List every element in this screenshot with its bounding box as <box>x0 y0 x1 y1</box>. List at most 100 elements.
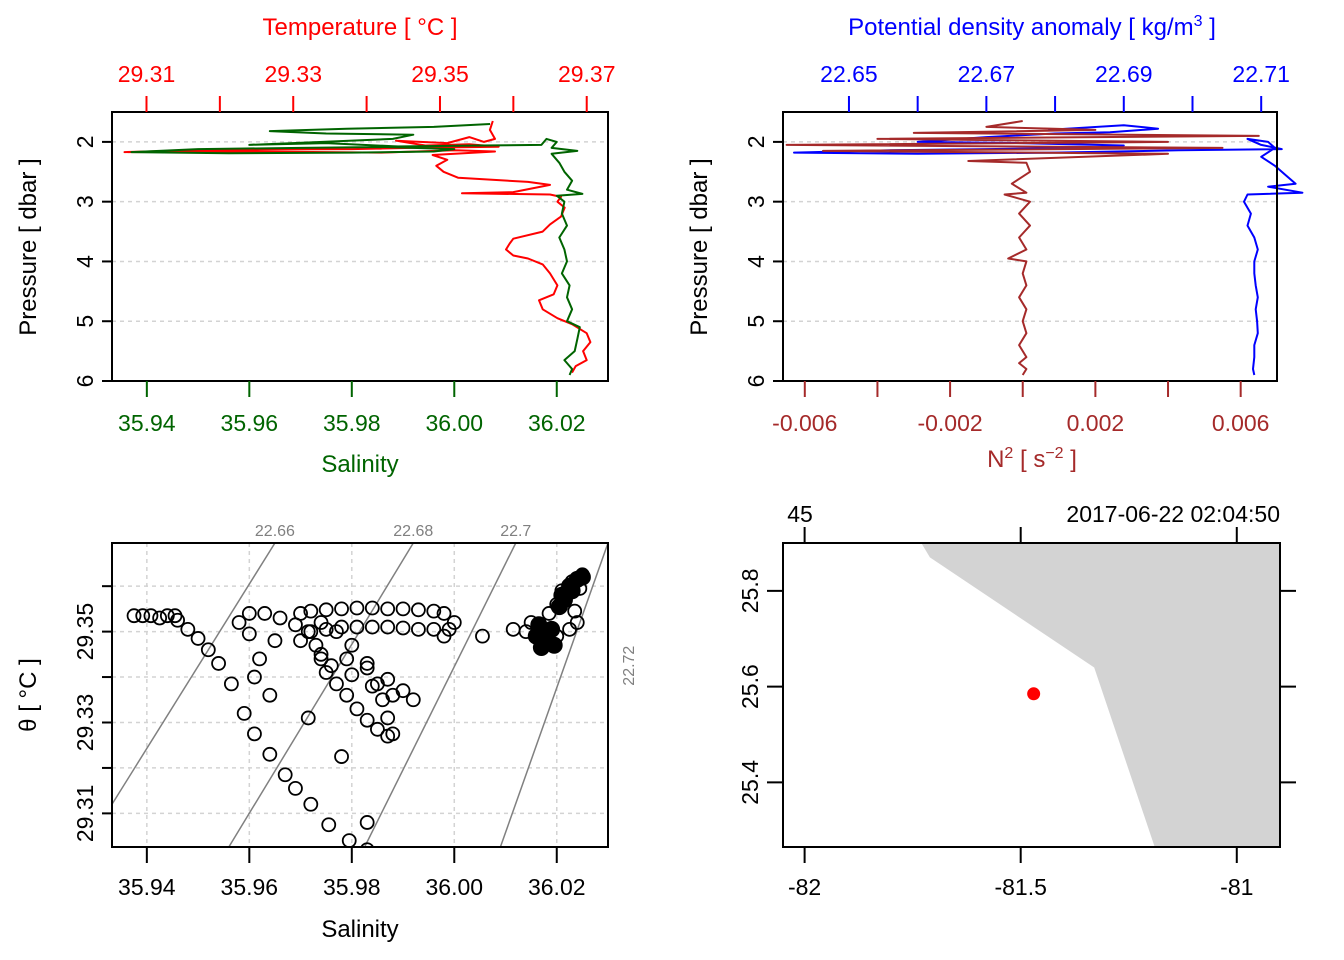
data-point <box>247 669 262 685</box>
data-point <box>318 602 334 618</box>
bottom-axis-title-sup2: −2 <box>1045 445 1063 462</box>
data-point <box>293 633 308 649</box>
points-layer <box>126 567 591 868</box>
bottom-tick-label: 0.006 <box>1212 410 1270 436</box>
map-axes: -82 -81.5 -81 25.4 25.6 25.8 <box>737 527 1296 900</box>
top-tick-label: 22.65 <box>820 61 878 87</box>
y-axis-title: Pressure [ dbar ] <box>15 158 42 335</box>
bottom-axis: -0.006 -0.002 0.002 0.006 <box>772 381 1269 436</box>
data-point <box>313 651 329 667</box>
x-tick-label: 35.98 <box>323 874 381 900</box>
data-point <box>170 612 185 628</box>
bottom-tick-label: 36.02 <box>528 410 586 436</box>
data-point <box>236 706 252 721</box>
station-marker[interactable] <box>1027 687 1041 701</box>
isopycnal-layer <box>112 543 608 847</box>
data-point <box>349 619 365 635</box>
lat-tick-label: 25.4 <box>737 760 763 805</box>
data-point <box>318 621 334 637</box>
data-point-dense <box>530 616 548 634</box>
plot-frame <box>782 111 1278 382</box>
top-tick-label: 22.69 <box>1095 61 1153 87</box>
bottom-tick-label: 35.98 <box>323 410 381 436</box>
top-tick-label: 22.67 <box>958 61 1016 87</box>
y-axis-title: Pressure [ dbar ] <box>686 158 713 335</box>
grid <box>112 543 608 847</box>
data-point <box>385 726 401 742</box>
data-point <box>359 656 375 671</box>
bottom-tick-label: 0.002 <box>1067 410 1125 436</box>
data-point <box>339 651 355 667</box>
data-point <box>272 610 288 626</box>
data-point <box>334 749 349 764</box>
data-point <box>241 606 257 621</box>
data-point <box>293 606 308 621</box>
data-point <box>231 615 247 630</box>
data-point <box>303 603 319 619</box>
data-point <box>411 602 426 618</box>
panel-station-map: -82 -81.5 -81 25.4 25.6 25.8 45 2017-06-22 02… <box>737 501 1296 900</box>
data-point <box>426 603 442 619</box>
data-point <box>567 603 583 619</box>
y-axis: 2 3 4 5 6 <box>72 135 112 387</box>
x-axis-title: Salinity <box>321 916 398 943</box>
top-tick-label: 29.35 <box>411 61 469 87</box>
data-point <box>277 767 293 783</box>
y-tick-label: 5 <box>72 315 98 328</box>
station-time-label: 2017-06-22 02:04:50 <box>1066 501 1280 527</box>
data-point <box>200 642 216 658</box>
data-point <box>126 608 142 624</box>
bottom-tick-label: 36.00 <box>425 410 483 436</box>
isopycnal-line <box>363 543 517 847</box>
panel-ts-diagram: 22.66 22.68 22.7 22.72 29.31 29.33 29.35 35.9… <box>15 523 638 943</box>
top-axis-title-end: ] <box>1203 14 1216 41</box>
data-point <box>241 626 257 642</box>
data-point <box>135 608 151 624</box>
data-point <box>349 600 365 616</box>
data-point <box>300 710 316 726</box>
top-axis: 22.65 22.67 22.69 22.71 <box>820 61 1290 112</box>
data-point <box>360 842 375 847</box>
y-tick-label: 6 <box>743 375 769 388</box>
bottom-tick-label: -0.002 <box>917 410 982 436</box>
data-point <box>334 601 349 617</box>
data-point <box>358 846 361 847</box>
data-point <box>247 726 262 742</box>
data-point <box>426 621 442 637</box>
y-tick-label: 6 <box>72 375 98 388</box>
series-potential-density-anomaly <box>793 124 1304 376</box>
top-tick-label: 29.37 <box>558 61 616 87</box>
bottom-axis: 35.94 35.96 35.98 36.00 36.02 <box>118 847 586 900</box>
plot-frame <box>111 542 609 848</box>
top-axis-title-main: Potential density anomaly [ kg/m <box>848 14 1194 41</box>
data-point <box>303 796 319 812</box>
data-point <box>262 746 278 762</box>
isopycnal-line <box>112 543 276 805</box>
map-frame <box>782 542 1281 848</box>
station-number-label: 45 <box>787 501 813 527</box>
y-tick-label: 29.33 <box>72 694 98 752</box>
data-point <box>436 606 452 621</box>
top-tick-label: 29.31 <box>118 61 176 87</box>
isopycnal-label: 22.72 <box>621 646 638 686</box>
land-polygon <box>921 543 1280 847</box>
data-point <box>380 671 396 687</box>
bottom-axis-title-mid: [ s <box>1013 446 1045 473</box>
data-point <box>334 619 349 635</box>
data-point <box>180 621 196 637</box>
data-point <box>267 633 283 649</box>
data-point <box>380 601 396 617</box>
data-point-dense <box>532 639 550 657</box>
data-point <box>366 855 379 868</box>
bottom-axis-title-main: N <box>987 446 1004 473</box>
data-point <box>323 658 339 674</box>
lat-tick-label: 25.8 <box>737 568 763 613</box>
y-tick-label: 4 <box>72 255 98 268</box>
data-point <box>143 608 159 624</box>
data-point <box>364 678 380 694</box>
data-point <box>252 651 267 667</box>
lon-tick-label: -81.5 <box>994 874 1046 900</box>
y-axis: 29.31 29.33 29.35 <box>72 585 112 842</box>
